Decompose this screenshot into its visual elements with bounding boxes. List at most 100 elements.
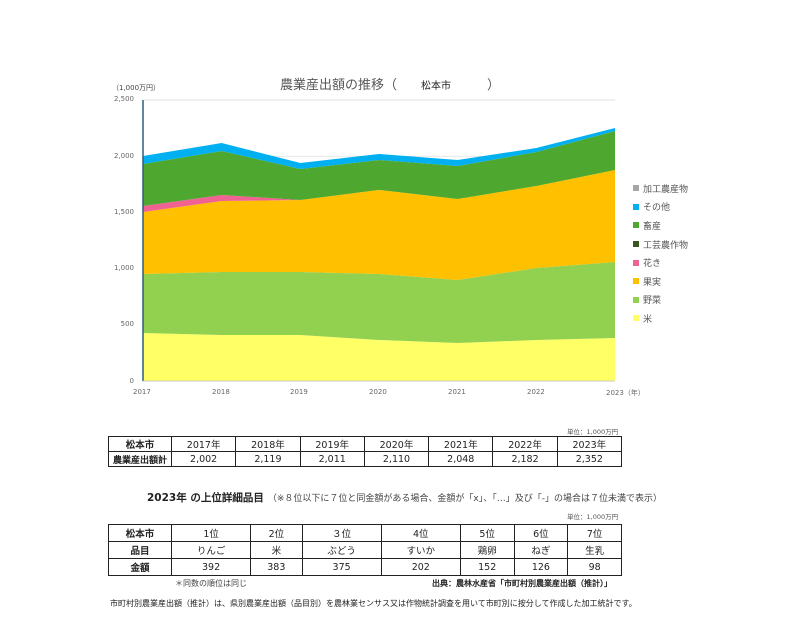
legend-item: 米 — [633, 309, 688, 328]
year-cell: 2023年 — [556, 436, 623, 452]
year-cell: 2022年 — [492, 436, 558, 452]
year-cell: 2021年 — [428, 436, 494, 452]
amount-cell: 202 — [380, 558, 461, 576]
rank-cell: 7位 — [567, 524, 622, 542]
legend-item: 加工農産物 — [633, 179, 688, 198]
table1-unit: 単位：1,000万円 — [567, 428, 619, 436]
y-tick-0: 0 — [129, 377, 134, 385]
x-tick: 2021 — [448, 388, 466, 396]
table-row: 松本市 2017年 2018年 2019年 2020年 2021年 2022年 … — [108, 436, 623, 452]
legend-label: 加工農産物 — [643, 184, 689, 195]
source-note: 出典：農林水産省「市町村別農業産出額（推計）」 — [432, 579, 612, 588]
x-tick: 2020 — [369, 388, 387, 396]
row-label-amount: 金額 — [108, 558, 172, 576]
table-row: 松本市 1位 2位 ３位 4位 5位 6位 7位 — [108, 524, 622, 542]
legend-swatch-icon — [633, 203, 639, 210]
top-items-table: 松本市 1位 2位 ３位 4位 5位 6位 7位 品目 りんご 米 ぶどう すい… — [108, 524, 622, 576]
year-cell: 2020年 — [363, 436, 430, 452]
x-tick: 2019 — [290, 388, 308, 396]
value-cell: 2,352 — [556, 451, 623, 467]
row-label-total: 農業産出額計 — [108, 451, 172, 467]
legend-label: その他 — [643, 203, 671, 214]
legend-swatch-icon — [633, 278, 639, 285]
table-row: 品目 りんご 米 ぶどう すいか 鶏卵 ねぎ 生乳 — [108, 541, 622, 559]
x-tick: 2023（年） — [606, 389, 645, 397]
legend-swatch-icon — [633, 185, 639, 192]
table-row: 金額 392 383 375 202 152 126 98 — [108, 558, 622, 576]
item-cell: 鶏卵 — [459, 541, 515, 559]
x-tick: 2018 — [212, 388, 230, 396]
legend-swatch-icon — [633, 296, 639, 303]
top-items-heading: 2023年 の上位詳細品目 — [147, 492, 264, 504]
value-cell: 2,011 — [299, 451, 365, 467]
legend-label: 野菜 — [643, 296, 662, 307]
item-cell: 生乳 — [567, 541, 622, 559]
item-cell: ねぎ — [513, 541, 569, 559]
value-cell: 2,182 — [492, 451, 558, 467]
chart-title-close: ） — [487, 78, 501, 93]
area-series — [143, 127, 615, 170]
y-tick-2500: 2,500 — [113, 95, 134, 103]
legend-item: その他 — [633, 198, 688, 217]
legend-swatch-icon — [633, 241, 639, 248]
chart-legend: 加工農産物その他畜産工芸農作物花き果実野菜米 — [633, 179, 688, 328]
y-tick-1500: 1,500 — [113, 208, 134, 216]
legend-swatch-icon — [633, 315, 639, 322]
amount-cell: 375 — [301, 558, 382, 576]
tie-footnote: ＊同数の順位は同じ — [175, 579, 247, 588]
top-items-title: 2023年 の上位詳細品目 （※８位以下に７位と同金額がある場合、金額が「x」、「… — [147, 490, 662, 505]
area-series — [143, 131, 615, 206]
amount-cell: 126 — [513, 558, 569, 576]
rank-cell: 4位 — [380, 524, 461, 542]
legend-item: 野菜 — [633, 291, 688, 310]
value-cell: 2,048 — [428, 451, 494, 467]
table-header-city: 松本市 — [108, 436, 172, 452]
value-cell: 2,119 — [235, 451, 301, 467]
legend-label: 工芸農作物 — [643, 240, 689, 251]
legend-item: 果実 — [633, 272, 688, 291]
value-cell: 2,110 — [363, 451, 430, 467]
y-axis-unit: （1,000万円） — [112, 84, 161, 92]
rank-cell: 2位 — [250, 524, 303, 542]
legend-item: 工芸農作物 — [633, 235, 688, 254]
year-cell: 2018年 — [235, 436, 301, 452]
item-cell: ぶどう — [301, 541, 382, 559]
legend-label: 花き — [643, 259, 662, 270]
rank-cell: ３位 — [301, 524, 382, 542]
y-tick-1000: 1,000 — [113, 264, 134, 272]
year-cell: 2017年 — [170, 436, 237, 452]
chart-title-city: 松本市 — [421, 81, 452, 92]
rank-cell: 5位 — [459, 524, 515, 542]
legend-item: 畜産 — [633, 216, 688, 235]
x-tick: 2017 — [133, 388, 151, 396]
y-tick-500: 500 — [120, 320, 134, 328]
area-series — [143, 170, 615, 280]
amount-cell: 152 — [459, 558, 515, 576]
annual-output-table: 松本市 2017年 2018年 2019年 2020年 2021年 2022年 … — [108, 436, 623, 467]
stacked-area-chart — [142, 99, 615, 382]
rank-cell: 6位 — [513, 524, 569, 542]
legend-label: 米 — [643, 314, 653, 325]
year-cell: 2019年 — [299, 436, 365, 452]
table-row: 農業産出額計 2,002 2,119 2,011 2,110 2,048 2,1… — [108, 451, 623, 467]
amount-cell: 392 — [170, 558, 252, 576]
y-tick-2000: 2,000 — [113, 152, 134, 160]
legend-swatch-icon — [633, 259, 639, 266]
rank-cell: 1位 — [170, 524, 252, 542]
area-series — [143, 333, 615, 381]
top-items-note: （※８位以下に７位と同金額がある場合、金額が「x」、「…」及び「-」の場合は７位… — [267, 494, 663, 504]
row-label-item: 品目 — [108, 541, 172, 559]
item-cell: 米 — [250, 541, 303, 559]
chart-title-text: 農業産出額の推移（ — [280, 78, 398, 93]
item-cell: りんご — [170, 541, 252, 559]
table-header-city: 松本市 — [108, 524, 172, 542]
x-axis-unit: （年） — [623, 389, 645, 397]
amount-cell: 98 — [567, 558, 622, 576]
legend-swatch-icon — [633, 222, 639, 229]
value-cell: 2,002 — [170, 451, 237, 467]
table2-unit: 単位：1,000万円 — [567, 513, 619, 521]
description-text: 市町村別農業産出額（推計）は、県別農業産出額（品目別）を農林業センサス又は作物統… — [110, 599, 637, 608]
legend-label: 畜産 — [643, 221, 662, 232]
legend-item: 花き — [633, 253, 688, 272]
item-cell: すいか — [380, 541, 461, 559]
